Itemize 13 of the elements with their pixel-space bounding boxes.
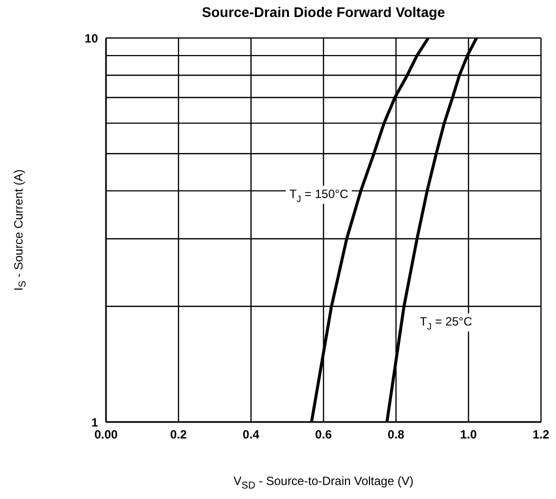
x-tick-label: 0.8 — [388, 428, 405, 442]
x-axis-title: V$_{SD}$ - Source-to-Drain Voltage (V) — [232, 474, 414, 492]
y-tick-label: 10 — [84, 31, 98, 46]
x-tick-label: 0.00 — [94, 428, 118, 442]
x-tick-label: 0.6 — [315, 428, 332, 442]
x-tick-label: 0.2 — [170, 428, 188, 442]
x-tick-label: 0.4 — [242, 428, 260, 442]
x-tick-label: 1.0 — [460, 428, 478, 442]
series-label: T$_{J}$ = 25°C — [420, 314, 472, 332]
chart-title: Source-Drain Diode Forward Voltage — [200, 4, 446, 20]
x-tick-label: 1.2 — [532, 428, 550, 442]
series-label: T$_{J}$ = 150°C — [289, 186, 349, 204]
y-tick-label: 1 — [91, 415, 98, 430]
